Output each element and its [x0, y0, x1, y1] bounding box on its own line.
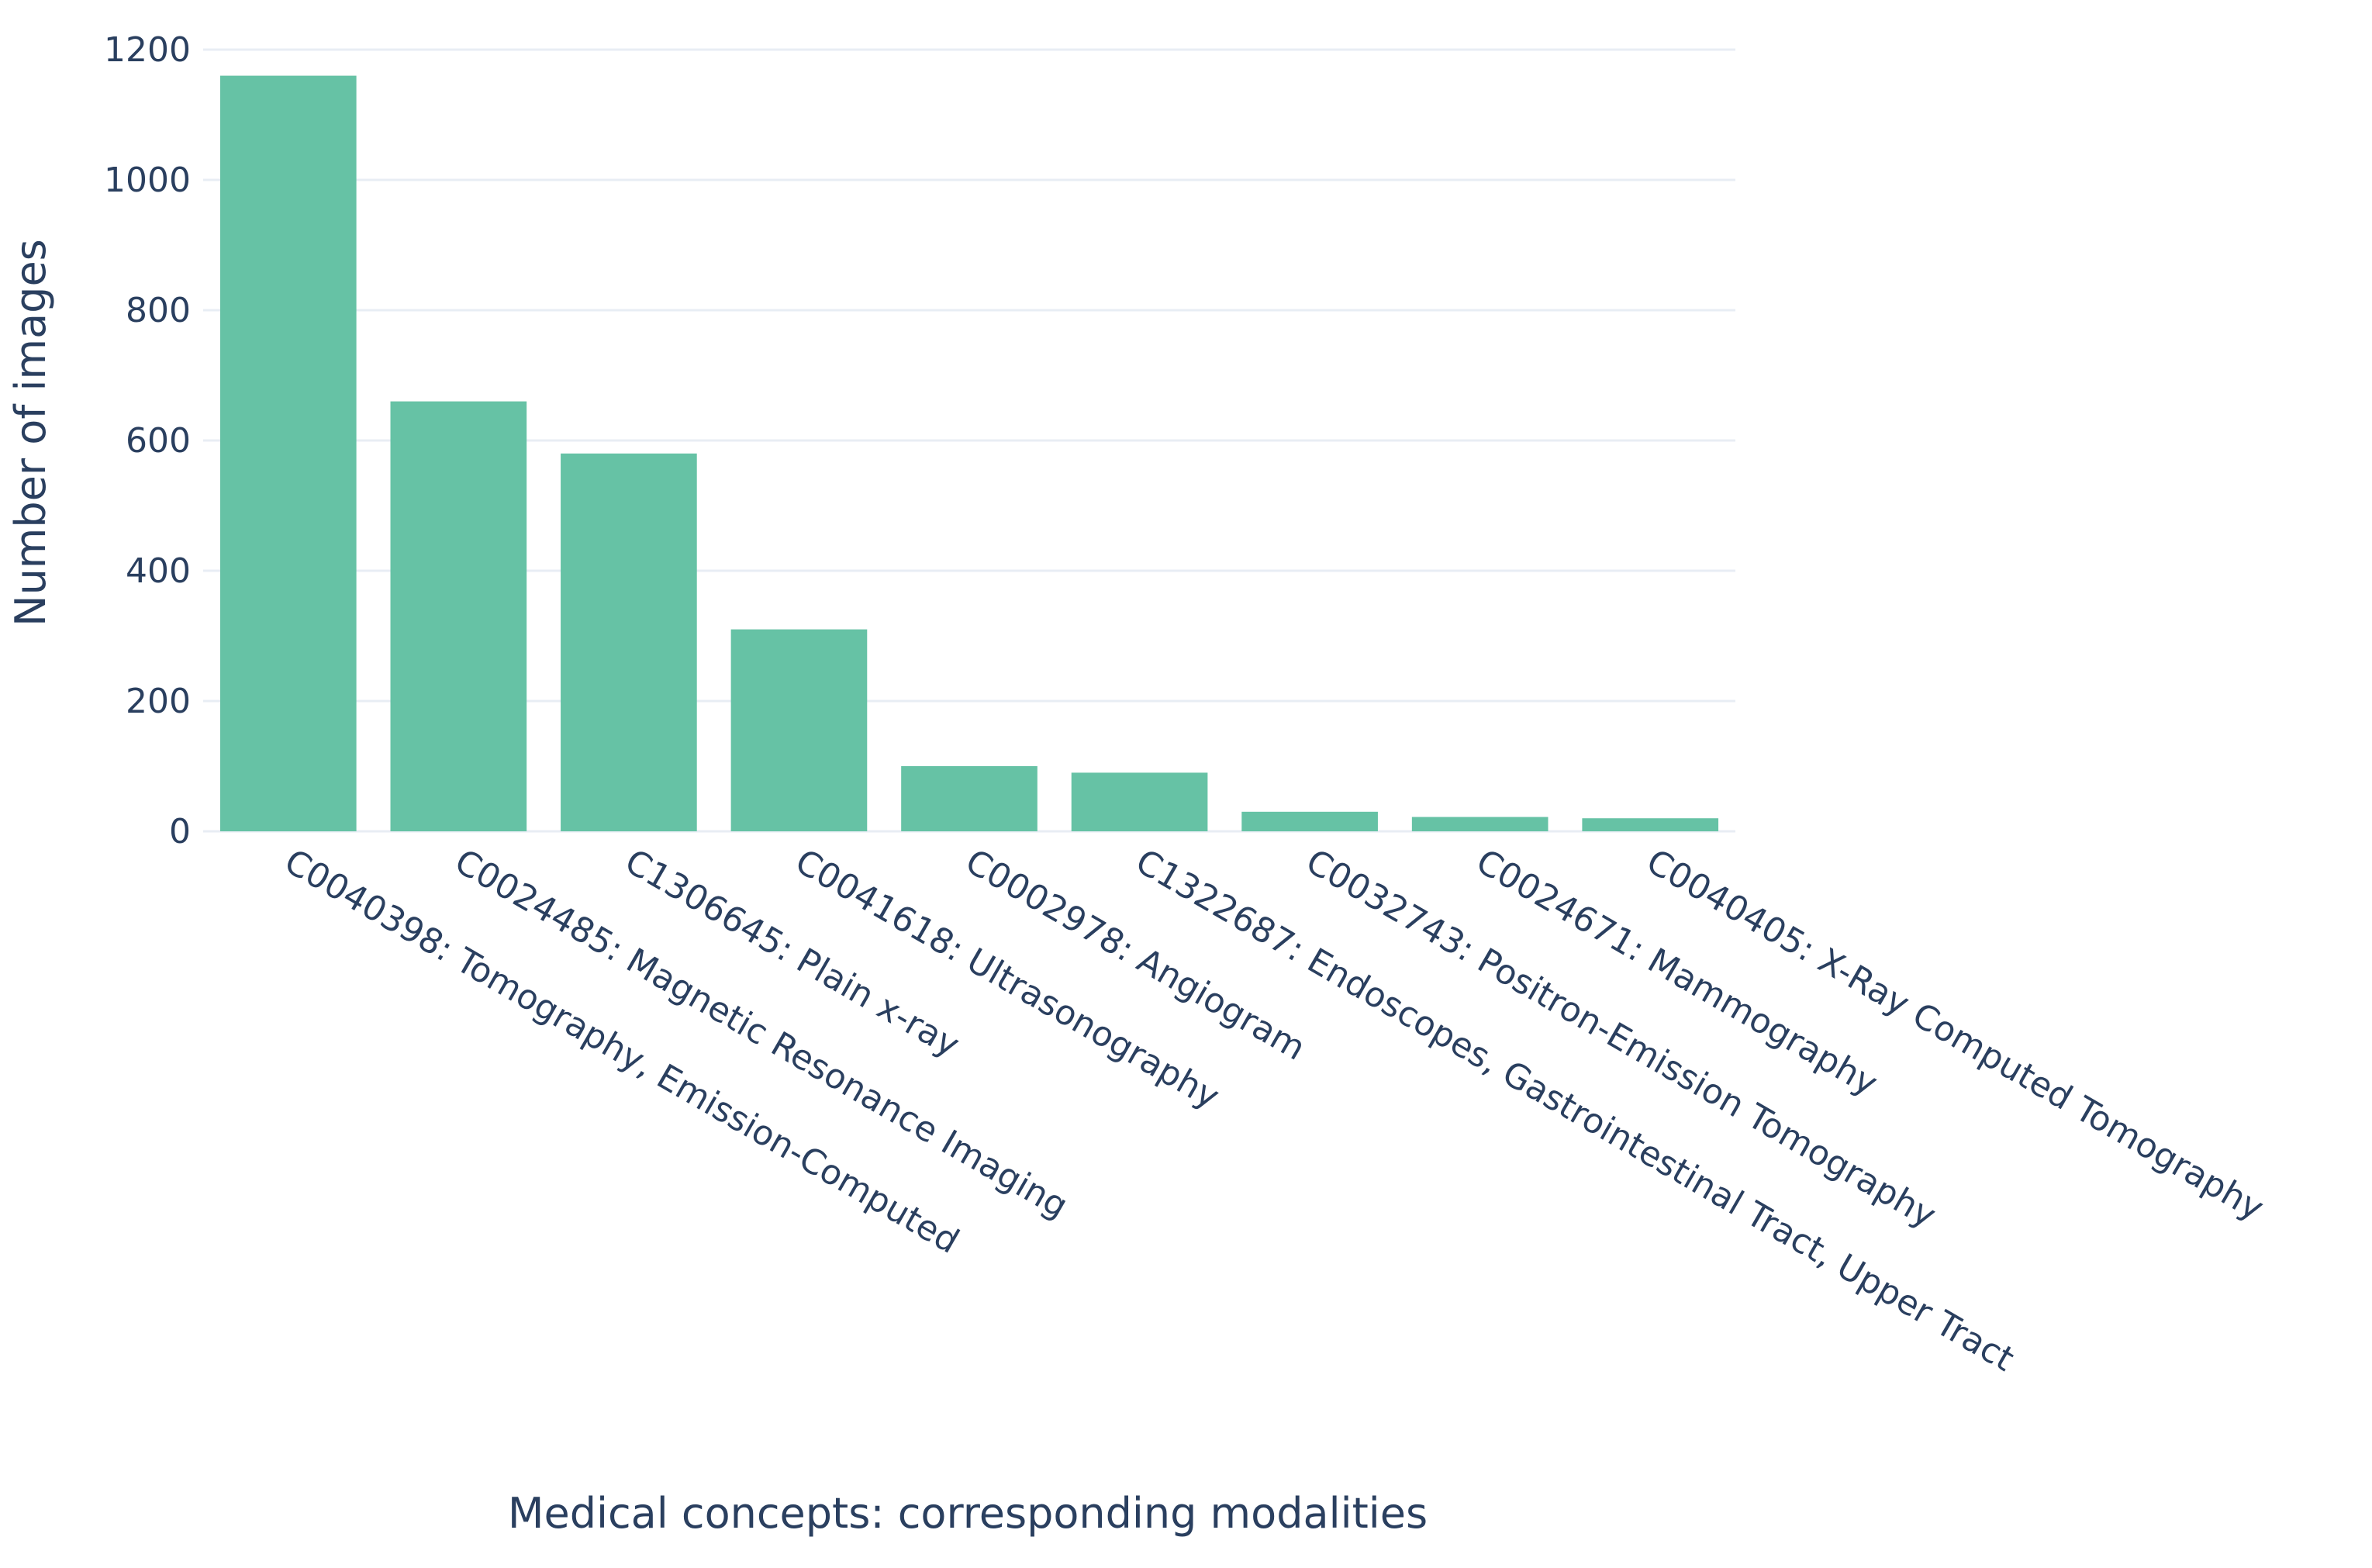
bar: [1071, 772, 1208, 831]
bars: [219, 75, 1719, 832]
x-category-label: C0024485: Magnetic Resonance Imaging: [448, 841, 1075, 1226]
y-tick-label: 0: [169, 812, 191, 851]
x-category-label: C0032743: Positron-Emission Tomography: [1300, 841, 1942, 1235]
y-axis-title: Number of images: [6, 239, 55, 627]
y-tick-label: 200: [126, 682, 191, 721]
x-axis-title: Medical concepts: corresponding modaliti…: [508, 1489, 1428, 1538]
bar: [1241, 811, 1378, 831]
bar: [1582, 818, 1719, 831]
x-category-label: C0040405: X-Ray Computed Tomography: [1640, 841, 2270, 1228]
y-tick-label: 400: [126, 551, 191, 591]
y-tick-label: 800: [126, 291, 191, 330]
bar: [730, 629, 868, 831]
bar: [390, 401, 527, 831]
x-axis-category-labels: C0040398: Tomography, Emission-ComputedC…: [278, 841, 2270, 1379]
y-tick-label: 600: [126, 421, 191, 461]
bar: [1411, 817, 1549, 831]
y-axis-ticks: 0 200 400 600 800 1000 1200: [104, 30, 191, 851]
bar: [219, 75, 357, 832]
y-tick-label: 1000: [104, 161, 191, 200]
bar: [561, 453, 697, 831]
y-tick-label: 1200: [104, 30, 191, 70]
bar: [901, 766, 1038, 831]
